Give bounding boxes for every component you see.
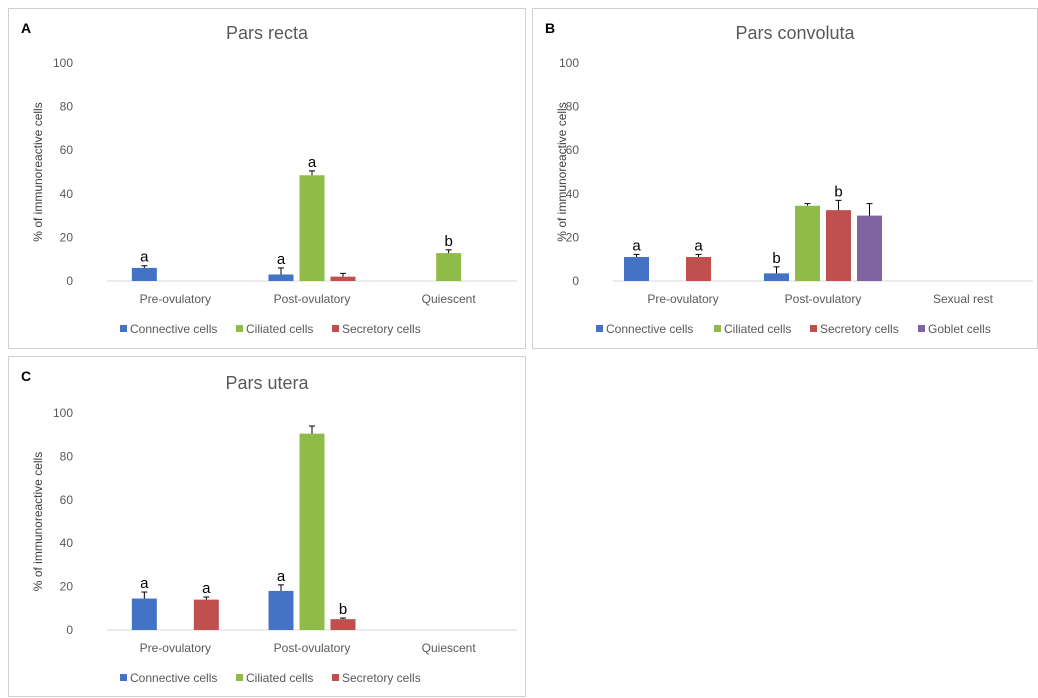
chart-panel-b: B Pars convoluta % of immunoreactive cells…: [532, 8, 1038, 349]
chart-b-y-tick-label: 100: [559, 56, 579, 70]
chart-b-legend-swatch-connective-cells: [596, 325, 603, 332]
chart-a-bar-secretory-cells: [330, 276, 356, 281]
chart-panel-c: C Pars utera % of immunoreactive cells 0 20 4…: [8, 356, 526, 697]
chart-c-bar-ciliated-cells: [299, 433, 325, 630]
chart-b-legend-label-secretory-cells: Secretory cells: [820, 322, 899, 336]
chart-c-bar-connective-cells: [131, 598, 157, 630]
chart-a-y-tick-label: 0: [66, 274, 73, 288]
chart-a-y-tick-label: 20: [60, 230, 74, 244]
chart-a-svg: A Pars recta % of immunoreactive cells 0 20 4…: [21, 20, 517, 336]
chart-c-legend-label-connective-cells: Connective cells: [130, 671, 217, 685]
chart-c-svg: C Pars utera % of immunoreactive cells 0 20 4…: [21, 368, 517, 685]
chart-b-bar-goblet-cells: [857, 215, 882, 281]
chart-b-legend-swatch-goblet-cells: [918, 325, 925, 332]
chart-a-y-axis-label: % of immunoreactive cells: [31, 102, 45, 241]
chart-b-legend-label-goblet-cells: Goblet cells: [928, 322, 991, 336]
chart-b-bar-secretory-cells: [826, 210, 851, 281]
chart-b-significance-label: b: [772, 250, 780, 267]
chart-c-y-tick-label: 60: [60, 493, 74, 507]
chart-c-y-tick-label: 100: [53, 406, 73, 420]
chart-a-bar-connective-cells: [131, 267, 157, 281]
chart-c-bar-connective-cells: [268, 590, 294, 630]
chart-b-significance-label: a: [632, 237, 641, 254]
chart-a-legend-label-ciliated-cells: Ciliated cells: [246, 322, 313, 336]
chart-a-legend-swatch-connective-cells: [120, 325, 127, 332]
chart-a-y-tick-label: 100: [53, 56, 73, 70]
chart-a-bar-ciliated-cells: [436, 253, 462, 281]
chart-c-legend-swatch-connective-cells: [120, 674, 127, 681]
chart-c-y-tick-label: 80: [60, 449, 74, 463]
chart-c-legend-swatch-secretory-cells: [332, 674, 339, 681]
chart-c-significance-label: b: [339, 601, 347, 618]
chart-c-bar-secretory-cells: [330, 619, 356, 630]
chart-c-significance-label: a: [277, 568, 286, 585]
chart-b-y-tick-label: 40: [566, 187, 580, 201]
chart-a-significance-label: a: [277, 251, 286, 268]
chart-c-legend-label-secretory-cells: Secretory cells: [342, 671, 421, 685]
chart-b-bar-connective-cells: [624, 257, 649, 281]
chart-a-y-tick-label: 40: [60, 187, 74, 201]
chart-c-x-tick-label: Post-ovulatory: [274, 641, 351, 655]
chart-a-x-tick-label: Quiescent: [422, 292, 477, 306]
chart-b-bar-connective-cells: [764, 273, 789, 281]
chart-c-significance-label: a: [140, 575, 149, 592]
chart-c-y-tick-label: 40: [60, 536, 74, 550]
chart-c-x-tick-label: Pre-ovulatory: [140, 641, 211, 655]
chart-a-significance-label: a: [140, 249, 149, 266]
chart-c-y-axis-label: % of immunoreactive cells: [31, 452, 45, 591]
chart-a-y-tick-label: 80: [60, 100, 74, 114]
chart-c-significance-label: a: [202, 580, 211, 597]
chart-b-y-tick-label: 80: [566, 100, 580, 114]
chart-c-x-tick-label: Quiescent: [422, 641, 477, 655]
chart-b-y-axis-label: % of immunoreactive cells: [555, 102, 569, 241]
chart-b-y-tick-label: 0: [572, 274, 579, 288]
chart-b-bar-secretory-cells: [686, 257, 711, 281]
chart-b-x-tick-label: Pre-ovulatory: [647, 292, 718, 306]
chart-b-title: Pars convoluta: [735, 23, 855, 43]
chart-a-legend-label-connective-cells: Connective cells: [130, 322, 217, 336]
chart-a-legend-swatch-ciliated-cells: [236, 325, 243, 332]
chart-b-x-tick-label: Sexual rest: [933, 292, 994, 306]
chart-a-significance-label: b: [444, 233, 452, 250]
chart-b-y-tick-label: 60: [566, 143, 580, 157]
chart-a-legend-swatch-secretory-cells: [332, 325, 339, 332]
chart-b-x-tick-label: Post-ovulatory: [785, 292, 862, 306]
chart-a-significance-label: a: [308, 154, 317, 171]
chart-b-significance-label: a: [694, 237, 703, 254]
chart-b-panel-letter: B: [545, 20, 555, 36]
chart-a-title: Pars recta: [226, 23, 309, 43]
chart-b-bar-ciliated-cells: [795, 205, 820, 281]
chart-b-legend-swatch-secretory-cells: [810, 325, 817, 332]
chart-c-legend-swatch-ciliated-cells: [236, 674, 243, 681]
chart-b-legend-swatch-ciliated-cells: [714, 325, 721, 332]
chart-a-panel-letter: A: [21, 20, 31, 36]
chart-b-svg: B Pars convoluta % of immunoreactive cells…: [545, 20, 1033, 336]
chart-c-legend-label-ciliated-cells: Ciliated cells: [246, 671, 313, 685]
chart-a-bar-ciliated-cells: [299, 175, 325, 281]
chart-a-x-tick-label: Pre-ovulatory: [140, 292, 211, 306]
chart-c-title: Pars utera: [225, 373, 309, 393]
chart-b-y-tick-label: 20: [566, 230, 580, 244]
chart-b-legend-label-ciliated-cells: Ciliated cells: [724, 322, 791, 336]
chart-c-y-tick-label: 20: [60, 580, 74, 594]
chart-b-significance-label: b: [834, 183, 842, 200]
chart-a-legend-label-secretory-cells: Secretory cells: [342, 322, 421, 336]
chart-a-x-tick-label: Post-ovulatory: [274, 292, 351, 306]
chart-c-y-tick-label: 0: [66, 623, 73, 637]
chart-c-panel-letter: C: [21, 368, 31, 384]
chart-c-bar-secretory-cells: [193, 599, 219, 630]
chart-a-bar-connective-cells: [268, 274, 294, 281]
chart-b-legend-label-connective-cells: Connective cells: [606, 322, 693, 336]
chart-panel-a: A Pars recta % of immunoreactive cells 0 20 4…: [8, 8, 526, 349]
chart-a-y-tick-label: 60: [60, 143, 74, 157]
